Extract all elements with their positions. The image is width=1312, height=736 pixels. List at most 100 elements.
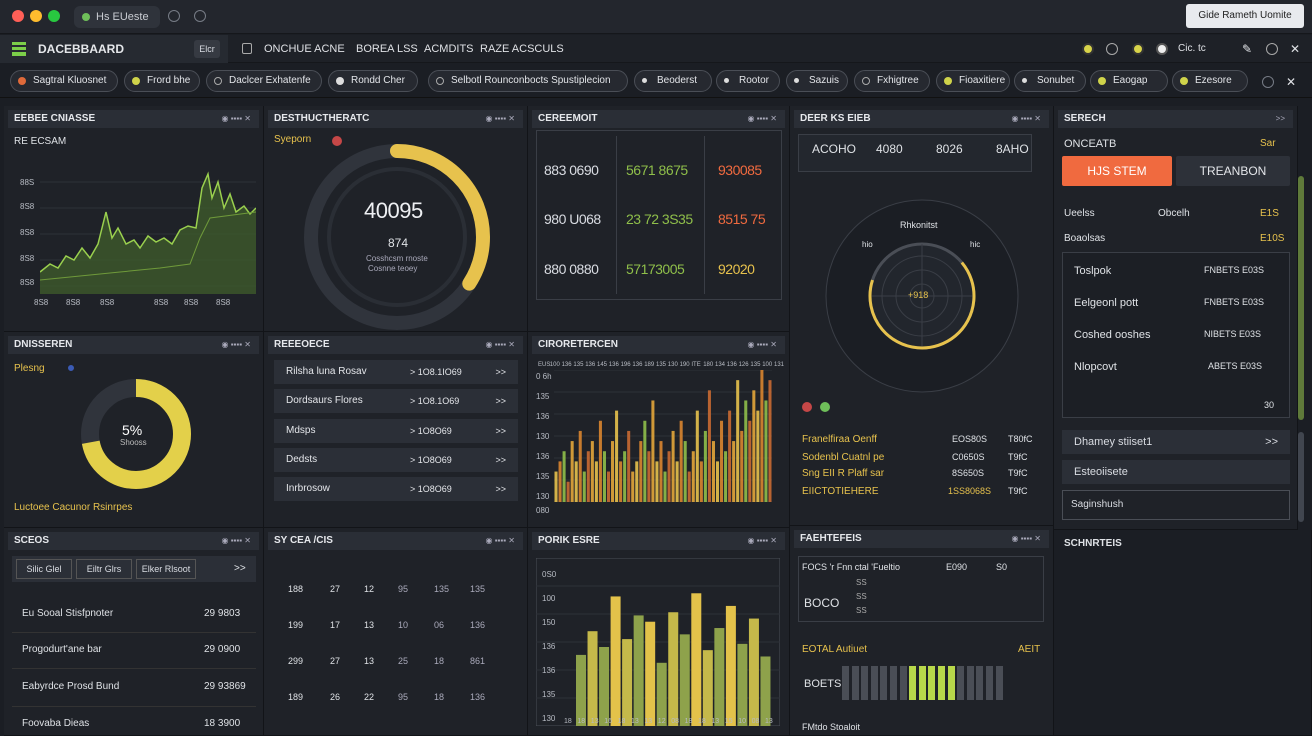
x-tick: 18 bbox=[684, 718, 693, 725]
tab[interactable]: Eiltr Glrs bbox=[76, 559, 132, 579]
area-series bbox=[40, 174, 256, 294]
panel-controls[interactable]: ◉ ▪▪▪▪ ✕ bbox=[221, 536, 251, 545]
status-dot-icon[interactable] bbox=[1082, 43, 1094, 55]
list-row[interactable]: Rilsha luna Rosav > 1O8.1IO69 >> bbox=[274, 360, 518, 384]
minimize-window-button[interactable] bbox=[30, 10, 42, 22]
panel-controls[interactable]: ◉ ▪▪▪▪ ✕ bbox=[485, 340, 515, 349]
panel-controls[interactable]: ◉ ▪▪▪▪ ✕ bbox=[1011, 114, 1041, 123]
filter-chip[interactable]: Selbotl Rounconbocts Spustiplecion bbox=[428, 70, 628, 92]
y-tick: 136 bbox=[536, 452, 550, 461]
chart-footer: 080 bbox=[536, 506, 550, 515]
list-item[interactable]: Eelgeonl pott bbox=[1074, 297, 1139, 309]
filter-chip[interactable]: Rondd Cher bbox=[328, 70, 418, 92]
x-tick: 135 bbox=[656, 362, 667, 368]
primary-button[interactable]: HJS STEM bbox=[1062, 156, 1172, 186]
logo-button[interactable]: Elcr bbox=[194, 40, 220, 58]
list-item[interactable]: Toslpok bbox=[1074, 265, 1112, 277]
menu-right-text: Cic. tc bbox=[1178, 43, 1206, 54]
panel-controls[interactable]: ◉ ▪▪▪▪ ✕ bbox=[747, 114, 777, 123]
top-action-button[interactable]: Gide Rameth Uomite bbox=[1186, 4, 1304, 28]
panel-controls[interactable]: ◉ ▪▪▪▪ ✕ bbox=[747, 340, 777, 349]
scrollbar[interactable] bbox=[1298, 432, 1304, 522]
menu-item-2[interactable]: BOREA LSS bbox=[356, 43, 418, 55]
list-row[interactable]: Mdsps > 1O8O69 >> bbox=[274, 419, 518, 443]
panel-controls[interactable]: ◉ ▪▪▪▪ ✕ bbox=[485, 536, 515, 545]
bar bbox=[578, 430, 582, 502]
grid-cell: 5671 8675 bbox=[626, 162, 688, 178]
filter-chip[interactable]: Fioaxitiere bbox=[936, 70, 1010, 92]
x-tick: 130 bbox=[667, 362, 678, 368]
settings-icon[interactable] bbox=[1266, 43, 1278, 55]
text-input[interactable]: Saginshush bbox=[1062, 490, 1290, 520]
x-tick: ITE bbox=[691, 362, 701, 368]
segment bbox=[899, 666, 907, 700]
panel-controls[interactable]: ◉ ▪▪▪▪ ✕ bbox=[221, 340, 251, 349]
menu-item-1[interactable]: ONCHUE ACNE bbox=[264, 43, 345, 55]
expand-icon: >> bbox=[495, 367, 506, 377]
filter-chip[interactable]: Ezesore bbox=[1172, 70, 1248, 92]
clear-filter-icon[interactable] bbox=[1262, 76, 1274, 88]
panel-controls[interactable]: ◉ ▪▪▪▪ ✕ bbox=[1011, 534, 1041, 543]
globe-icon[interactable] bbox=[1106, 43, 1118, 55]
list-value: EOS80S bbox=[952, 434, 988, 444]
panel-controls[interactable]: ◉ ▪▪▪▪ ✕ bbox=[747, 536, 777, 545]
filter-chip[interactable]: Eaogap bbox=[1090, 70, 1168, 92]
list-row[interactable]: Dordsaurs Flores > 1O8.1O69 >> bbox=[274, 389, 518, 413]
panel-title: DNISSEREN bbox=[14, 339, 73, 350]
close-icon[interactable]: ✕ bbox=[1290, 42, 1301, 56]
search-icon[interactable] bbox=[168, 10, 180, 22]
close-window-button[interactable] bbox=[12, 10, 24, 22]
bar bbox=[651, 400, 655, 502]
filter-chip[interactable]: Beoderst bbox=[634, 70, 712, 92]
row[interactable]: Esteoiisete bbox=[1062, 460, 1290, 484]
filter-chip[interactable]: Frord bhe bbox=[124, 70, 200, 92]
panel-controls[interactable]: ◉ ▪▪▪▪ ✕ bbox=[485, 114, 515, 123]
tab[interactable]: Elker Rlsoot bbox=[136, 559, 196, 579]
list-row[interactable]: Dedsts > 1O8O69 >> bbox=[274, 448, 518, 472]
secondary-button[interactable]: TREANBON bbox=[1176, 156, 1290, 186]
filter-chip[interactable]: Fxhigtree bbox=[854, 70, 930, 92]
bar-chart bbox=[554, 370, 772, 502]
expand-icon[interactable]: >> bbox=[234, 563, 246, 574]
grid-cell: 980 U068 bbox=[544, 211, 601, 227]
panel-controls[interactable]: >> bbox=[1275, 114, 1285, 123]
scrollbar[interactable] bbox=[1298, 176, 1304, 420]
filter-chip[interactable]: Rootor bbox=[716, 70, 780, 92]
x-tick: 08 bbox=[671, 718, 679, 725]
row-value: > 1O8.1IO69 bbox=[410, 367, 462, 377]
bar-right: AEIT bbox=[1018, 644, 1041, 655]
filter-chip[interactable]: Daclcer Exhatenfe bbox=[206, 70, 322, 92]
list-item[interactable]: Coshed ooshes bbox=[1074, 329, 1151, 341]
kpi-label: 4080 bbox=[876, 142, 903, 156]
panel-controls[interactable]: ◉ ▪▪▪▪ ✕ bbox=[221, 114, 251, 123]
tab[interactable]: Silic Glel bbox=[16, 559, 72, 579]
matrix-cell: 25 bbox=[398, 656, 409, 666]
list-item[interactable]: Nlopcovt bbox=[1074, 361, 1117, 373]
expand-row[interactable]: Dhamey stiiset1 >> bbox=[1062, 430, 1290, 454]
filter-chip[interactable]: Sonubet bbox=[1014, 70, 1086, 92]
refresh-icon[interactable] bbox=[194, 10, 206, 22]
panel-header: PORIK ESRE ◉ ▪▪▪▪ ✕ bbox=[532, 532, 785, 550]
panel-number-grid: CEREEMOIT ◉ ▪▪▪▪ ✕ 883 0690 5671 8675 930… bbox=[528, 106, 790, 332]
matrix-cell: 10 bbox=[398, 620, 409, 630]
status-dot-icon[interactable] bbox=[1132, 43, 1144, 55]
menu-icon[interactable] bbox=[12, 42, 26, 56]
filter-chip[interactable]: Sagtral Kluosnet bbox=[10, 70, 118, 92]
donut-sub: Shooss bbox=[120, 438, 147, 447]
filter-chip[interactable]: Sazuis bbox=[786, 70, 848, 92]
zoom-window-button[interactable] bbox=[48, 10, 60, 22]
pen-icon[interactable]: ✎ bbox=[1242, 42, 1253, 56]
browser-tab[interactable]: Hs EUeste bbox=[74, 6, 160, 28]
matrix-cell: 135 bbox=[434, 584, 450, 594]
matrix-cell: 27 bbox=[330, 584, 341, 594]
y-tick: 135 bbox=[536, 392, 550, 401]
list-row[interactable]: Inrbrosow > 1O8O69 >> bbox=[274, 477, 518, 501]
row-label: Dedsts bbox=[286, 454, 318, 465]
x-tick: 136 bbox=[608, 362, 619, 368]
document-icon[interactable] bbox=[242, 43, 252, 54]
menu-item-4[interactable]: RAZE ACSCULS bbox=[480, 43, 564, 55]
user-icon[interactable] bbox=[1156, 43, 1168, 55]
bar bbox=[714, 628, 725, 726]
menu-item-3[interactable]: ACMDITS bbox=[424, 43, 474, 55]
close-icon[interactable]: ✕ bbox=[1286, 75, 1297, 89]
